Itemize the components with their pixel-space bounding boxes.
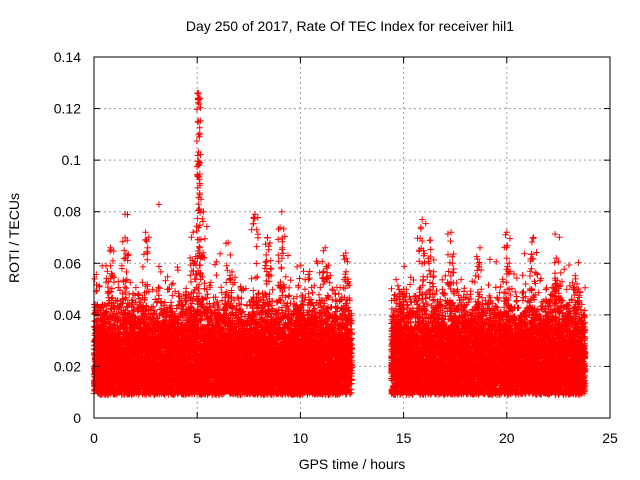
- data-point: [211, 261, 219, 268]
- data-point: [269, 286, 276, 293]
- data-point: [207, 279, 215, 286]
- data-point: [326, 279, 333, 286]
- data-point: [156, 285, 163, 292]
- data-point: [115, 278, 122, 285]
- data-point: [309, 289, 316, 296]
- data-point: [155, 284, 162, 291]
- data-point: [217, 284, 225, 291]
- data-point: [306, 268, 313, 275]
- data-point: [267, 265, 274, 272]
- data-point: [169, 292, 176, 299]
- data-point: [293, 263, 301, 271]
- data-point: [132, 284, 140, 291]
- data-point: [168, 281, 175, 288]
- data-point: [210, 300, 218, 307]
- data-point: [300, 268, 307, 275]
- data-points: [90, 89, 589, 398]
- data-point: [134, 290, 142, 298]
- data-point: [296, 275, 303, 282]
- data-point: [213, 271, 220, 279]
- data-point: [216, 250, 224, 257]
- data-point: [293, 293, 301, 300]
- data-point: [282, 273, 289, 280]
- data-point: [301, 286, 309, 293]
- data-point: [234, 294, 241, 301]
- data-point: [213, 258, 220, 265]
- chart-title: Day 250 of 2017, Rate Of TEC Index for r…: [185, 18, 515, 34]
- data-point: [127, 279, 134, 286]
- data-point: [167, 299, 175, 306]
- data-point: [155, 201, 163, 208]
- data-point: [278, 255, 286, 262]
- data-point: [91, 275, 98, 283]
- data-point: [213, 299, 221, 306]
